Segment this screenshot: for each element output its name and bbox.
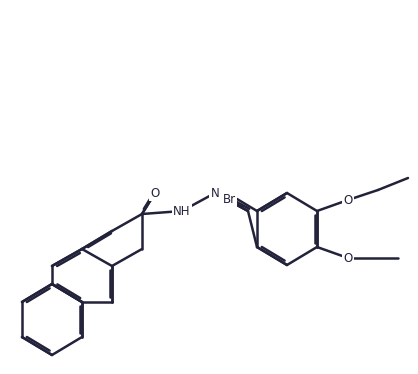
Text: O: O (150, 187, 160, 199)
Text: Br: Br (222, 193, 236, 205)
Text: O: O (343, 251, 353, 264)
Text: O: O (343, 193, 353, 206)
Text: N: N (211, 187, 219, 199)
Text: NH: NH (173, 205, 191, 218)
